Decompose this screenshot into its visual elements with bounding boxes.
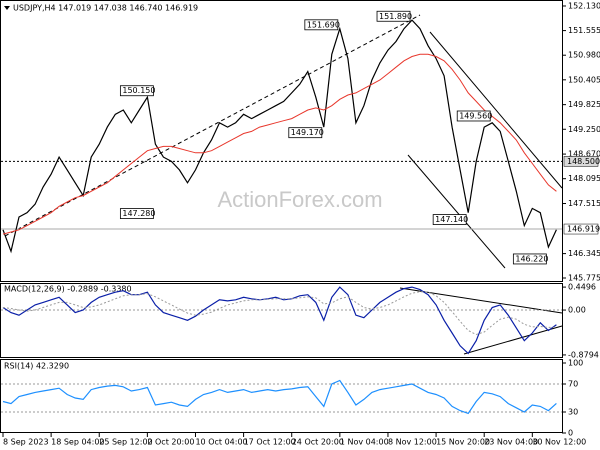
x-tick-label: 10 Oct 04:00 — [195, 438, 247, 447]
price-annotation-box — [432, 214, 467, 225]
y-tick-label: 147.515 — [568, 199, 600, 208]
price-annotation-box — [304, 19, 339, 31]
x-tick-label: 2 Oct 20:00 — [147, 438, 194, 447]
y-tick-label: 0.4496 — [568, 283, 596, 292]
price-annotation: 150.150 — [122, 86, 155, 95]
y-tick-label: 151.555 — [568, 26, 600, 35]
y-tick-label: 148.095 — [568, 174, 600, 183]
y-tick-label: 145.775 — [568, 274, 600, 283]
y-tick-label: 146.345 — [568, 249, 600, 258]
rsi-title: RSI(14) 42.3290 — [4, 362, 69, 371]
y-tick-label: 150.405 — [568, 75, 600, 84]
price-annotation: 151.690 — [307, 20, 340, 29]
x-tick-label: 15 Nov 20:00 — [436, 438, 490, 447]
price-annotation: 146.220 — [515, 254, 548, 263]
trend-line — [4, 14, 421, 237]
price-annotation-box — [288, 127, 323, 139]
x-tick-label: 30 Nov 12:00 — [532, 438, 586, 447]
channel-line — [429, 31, 563, 189]
y-tick-label: 100 — [568, 359, 583, 368]
y-tick-label: 149.250 — [568, 125, 600, 134]
macd-title: MACD(12,26,9) -0.2889 -0.3380 — [4, 285, 132, 294]
last-price-box — [563, 223, 599, 235]
x-tick-label: 1 Nov 04:00 — [340, 438, 389, 447]
price-annotation: 147.280 — [122, 209, 155, 218]
price-annotation-box — [119, 85, 154, 97]
price-annotation: 149.170 — [291, 128, 324, 137]
price-annotation: 149.560 — [459, 111, 492, 120]
y-tick-label: 30 — [568, 408, 578, 417]
y-tick-label: 0.00 — [568, 306, 586, 315]
y-tick-label: 149.825 — [568, 100, 600, 109]
series-line — [2, 19, 557, 254]
y-tick-label: 70 — [568, 380, 578, 389]
x-tick-label: 8 Sep 2023 — [3, 438, 49, 447]
x-tick-label: 17 Oct 12:00 — [244, 438, 296, 447]
watermark: ActionForex.com — [217, 187, 382, 212]
price-annotation-box — [376, 10, 411, 22]
rsi-panel — [0, 359, 563, 433]
series-line — [2, 291, 557, 336]
price-annotation-box — [456, 110, 491, 122]
y-tick-label: 150.980 — [568, 51, 600, 60]
y-tick-label: 148.670 — [568, 150, 600, 159]
y-tick-label: 0 — [568, 429, 573, 438]
x-tick-label: 18 Sep 04:00 — [51, 438, 104, 447]
series-line — [2, 379, 557, 415]
channel-line — [407, 154, 506, 269]
price-annotation-box — [512, 253, 547, 265]
level-label-box — [563, 156, 599, 167]
y-tick-label: -0.8794 — [568, 350, 599, 359]
series-line — [2, 53, 557, 235]
x-tick-label: 24 Oct 20:00 — [292, 438, 344, 447]
header: USDJPY,H4 147.019 147.038 146.740 146.91… — [13, 4, 198, 13]
x-tick-label: 8 Nov 12:00 — [388, 438, 437, 447]
x-tick-label: 23 Nov 04:00 — [484, 438, 538, 447]
y-tick-label: 152.130 — [568, 1, 600, 10]
price-annotation-box — [119, 208, 154, 219]
x-tick-label: 25 Sep 12:00 — [99, 438, 152, 447]
price-panel — [0, 0, 563, 282]
macd-panel — [0, 283, 563, 358]
dropdown-icon[interactable] — [4, 6, 10, 10]
price-annotation: 147.140 — [435, 215, 468, 224]
level-label: 148.500 — [567, 157, 600, 166]
macd-trend-line — [463, 325, 563, 355]
price-annotation: 151.890 — [379, 12, 412, 21]
last-price-label: 146.919 — [567, 225, 600, 234]
